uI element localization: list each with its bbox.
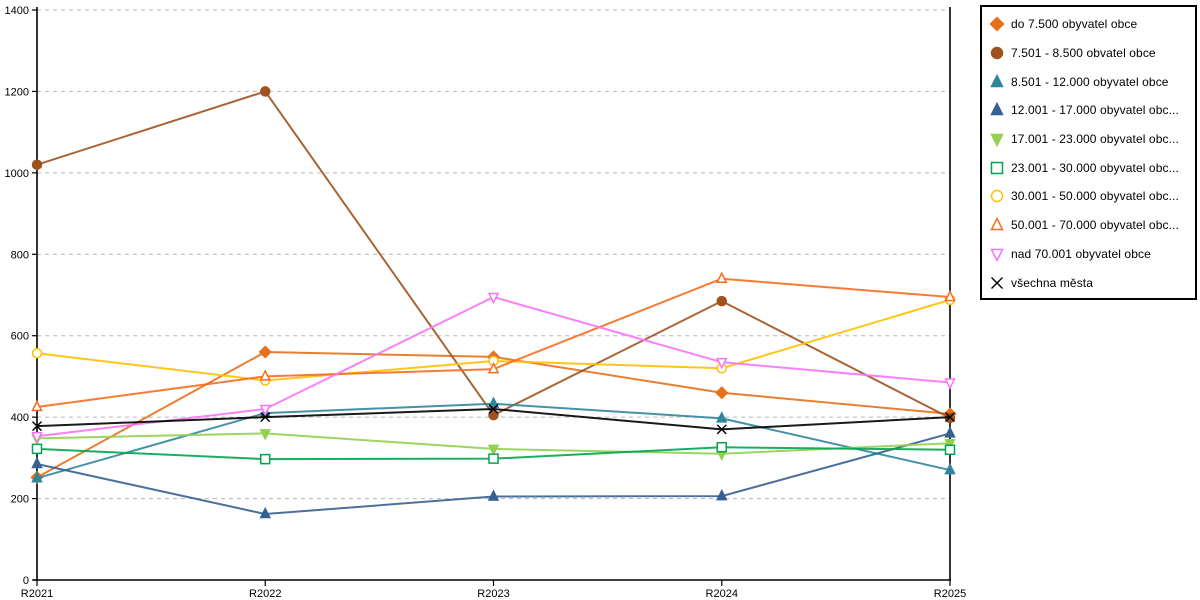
legend-item: 50.001 - 70.000 obyvatel obc... xyxy=(982,211,1195,240)
legend-item: 8.501 - 12.000 obyvatel obce xyxy=(982,67,1195,96)
series-marker-icon xyxy=(31,347,43,359)
y-axis-label: 600 xyxy=(11,331,29,343)
x-axis-label: R2024 xyxy=(706,588,738,600)
series-marker-icon xyxy=(260,86,271,97)
legend-item-label: 23.001 - 30.000 obyvatel obc... xyxy=(1011,160,1179,175)
series-marker-icon xyxy=(32,421,42,432)
series-marker-icon xyxy=(259,429,271,441)
legend-marker-icon xyxy=(990,161,1004,175)
legend-item: 12.001 - 17.000 obyvatel obc... xyxy=(982,96,1195,125)
series-marker-icon xyxy=(990,133,1004,148)
series-marker-icon xyxy=(944,462,956,475)
legend-marker-icon xyxy=(990,248,1004,262)
x-axis-label: R2023 xyxy=(477,588,509,600)
series-marker-icon xyxy=(716,357,728,370)
series-marker-icon xyxy=(31,432,43,444)
series-marker-icon xyxy=(990,73,1004,87)
y-axis-label: 400 xyxy=(11,412,29,424)
legend-item: 17.001 - 23.000 obyvatel obc... xyxy=(982,125,1195,154)
series-marker-icon xyxy=(259,404,271,417)
legend-item-label: 8.501 - 12.000 obyvatel obce xyxy=(1011,74,1169,89)
legend: do 7.500 obyvatel obce 7.501 - 8.500 obva… xyxy=(980,5,1197,300)
legend-item-label: 50.001 - 70.000 obyvatel obc... xyxy=(1011,218,1179,233)
legend-item-label: nad 70.001 obyvatel obce xyxy=(1011,246,1151,261)
series-marker-icon xyxy=(487,396,500,408)
legend-marker-icon xyxy=(990,102,1004,116)
y-axis-label: 1400 xyxy=(5,5,29,17)
legend-item: 7.501 - 8.500 obvatel obce xyxy=(982,39,1195,68)
legend-marker-icon xyxy=(990,217,1004,231)
series-marker-icon xyxy=(31,443,43,455)
series-marker-icon xyxy=(716,411,728,423)
series-marker-icon xyxy=(990,248,1004,262)
legend-item-label: 7.501 - 8.500 obvatel obce xyxy=(1011,46,1156,61)
series-marker-icon xyxy=(31,399,43,412)
series-marker-icon xyxy=(260,412,271,423)
legend-item-label: 30.001 - 50.000 obyvatel obc... xyxy=(1011,189,1179,204)
series-marker-icon xyxy=(944,438,956,451)
y-axis-label: 1000 xyxy=(5,168,29,180)
series-marker-icon xyxy=(716,488,728,501)
legend-item-label: všechna města xyxy=(1011,275,1094,290)
series-marker-icon xyxy=(944,289,956,302)
series-marker-icon xyxy=(715,386,729,400)
series-marker-icon xyxy=(487,292,500,305)
legend-item: 30.001 - 50.000 obyvatel obc... xyxy=(982,182,1195,211)
series-marker-icon xyxy=(990,102,1004,116)
series-marker-icon xyxy=(990,46,1004,60)
legend-item: do 7.500 obyvatel obce xyxy=(982,10,1195,39)
series-marker-icon xyxy=(31,471,43,483)
series-marker-icon xyxy=(945,412,955,423)
series-marker-icon xyxy=(989,16,1005,32)
legend-marker-icon xyxy=(990,190,1004,203)
series-marker-icon xyxy=(990,161,1004,175)
series-marker-icon xyxy=(944,378,956,390)
series-marker-icon xyxy=(258,345,272,359)
legend-item-label: 12.001 - 17.000 obyvatel obc... xyxy=(1011,103,1179,118)
x-axis-label: R2025 xyxy=(934,588,966,600)
series-marker-icon xyxy=(991,276,1003,289)
y-axis-label: 1200 xyxy=(5,86,29,98)
x-axis-label: R2021 xyxy=(21,588,53,600)
series-marker-icon xyxy=(31,159,43,170)
y-axis-label: 800 xyxy=(11,249,29,261)
series-marker-icon xyxy=(716,295,727,307)
legend-marker-icon xyxy=(991,276,1003,289)
series-marker-icon xyxy=(487,361,500,374)
series-marker-icon xyxy=(944,426,956,438)
legend-item-label: do 7.500 obyvatel obce xyxy=(1011,17,1138,32)
series-marker-icon xyxy=(31,456,43,469)
series-marker-icon xyxy=(259,369,271,381)
legend-marker-icon xyxy=(990,73,1004,87)
series-marker-icon xyxy=(488,409,499,421)
x-axis-label: R2022 xyxy=(249,588,281,600)
legend-item-label: 17.001 - 23.000 obyvatel obc... xyxy=(1011,132,1179,147)
series-marker-icon xyxy=(990,217,1004,231)
series-marker-icon xyxy=(944,444,956,455)
y-axis-label: 200 xyxy=(11,494,29,506)
legend-marker-icon xyxy=(989,16,1005,32)
series-marker-icon xyxy=(716,424,727,435)
legend-item: 23.001 - 30.000 obyvatel obc... xyxy=(982,153,1195,182)
series-marker-icon xyxy=(259,506,271,519)
legend-item: všechna města xyxy=(982,268,1195,297)
legend-item: nad 70.001 obyvatel obce xyxy=(982,240,1195,269)
series-marker-icon xyxy=(260,453,271,465)
series-marker-icon xyxy=(716,442,727,453)
series-marker-icon xyxy=(488,453,499,464)
series-marker-icon xyxy=(488,404,499,414)
series-marker-icon xyxy=(716,271,728,283)
legend-marker-icon xyxy=(990,46,1004,60)
legend-marker-icon xyxy=(990,133,1004,148)
series-marker-icon xyxy=(487,444,500,457)
series-marker-icon xyxy=(990,190,1004,203)
series-marker-icon xyxy=(487,489,500,501)
y-axis-label: 0 xyxy=(23,575,29,587)
